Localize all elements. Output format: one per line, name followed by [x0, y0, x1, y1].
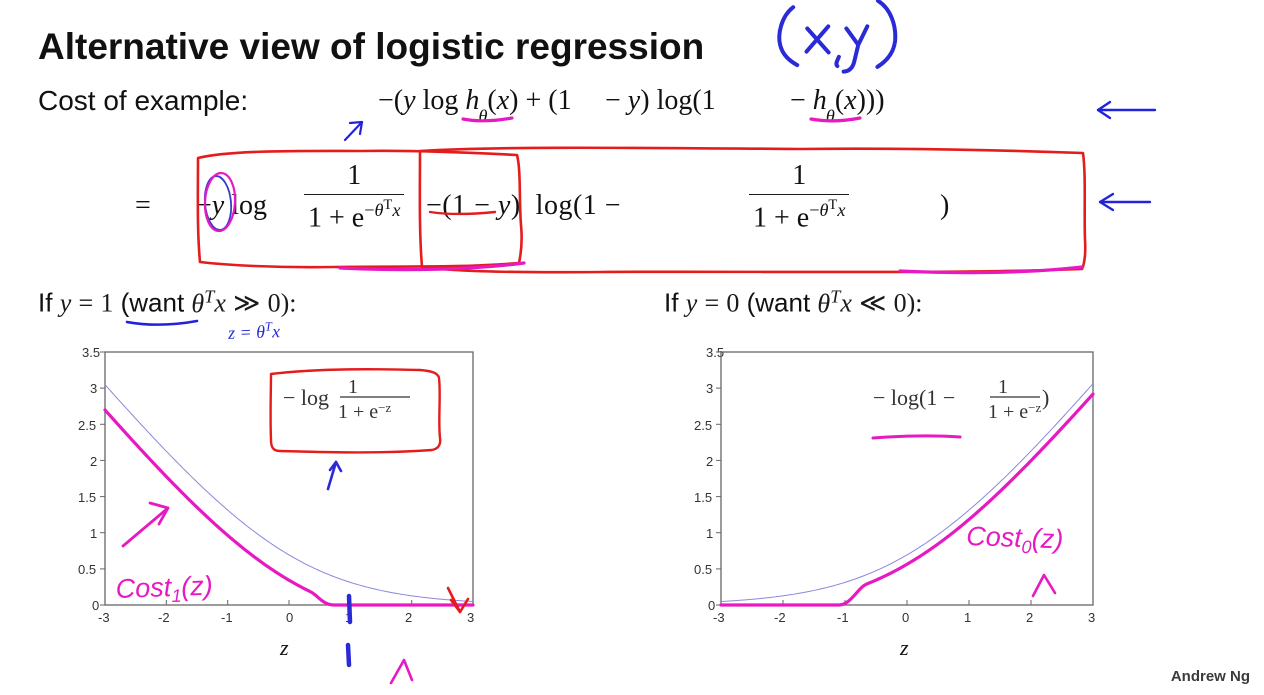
- svg-text:): ): [1042, 385, 1049, 410]
- svg-text:Cost0(z): Cost0(z): [966, 521, 1064, 558]
- svg-text:1: 1: [998, 376, 1008, 398]
- svg-text:− log(1 −: − log(1 −: [873, 385, 955, 410]
- svg-text:1 + e−z: 1 + e−z: [988, 400, 1041, 423]
